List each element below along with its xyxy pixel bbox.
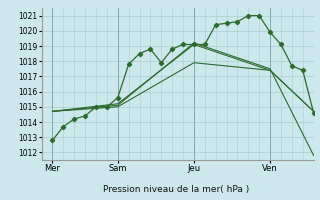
Text: Pression niveau de la mer( hPa ): Pression niveau de la mer( hPa )	[103, 185, 249, 194]
